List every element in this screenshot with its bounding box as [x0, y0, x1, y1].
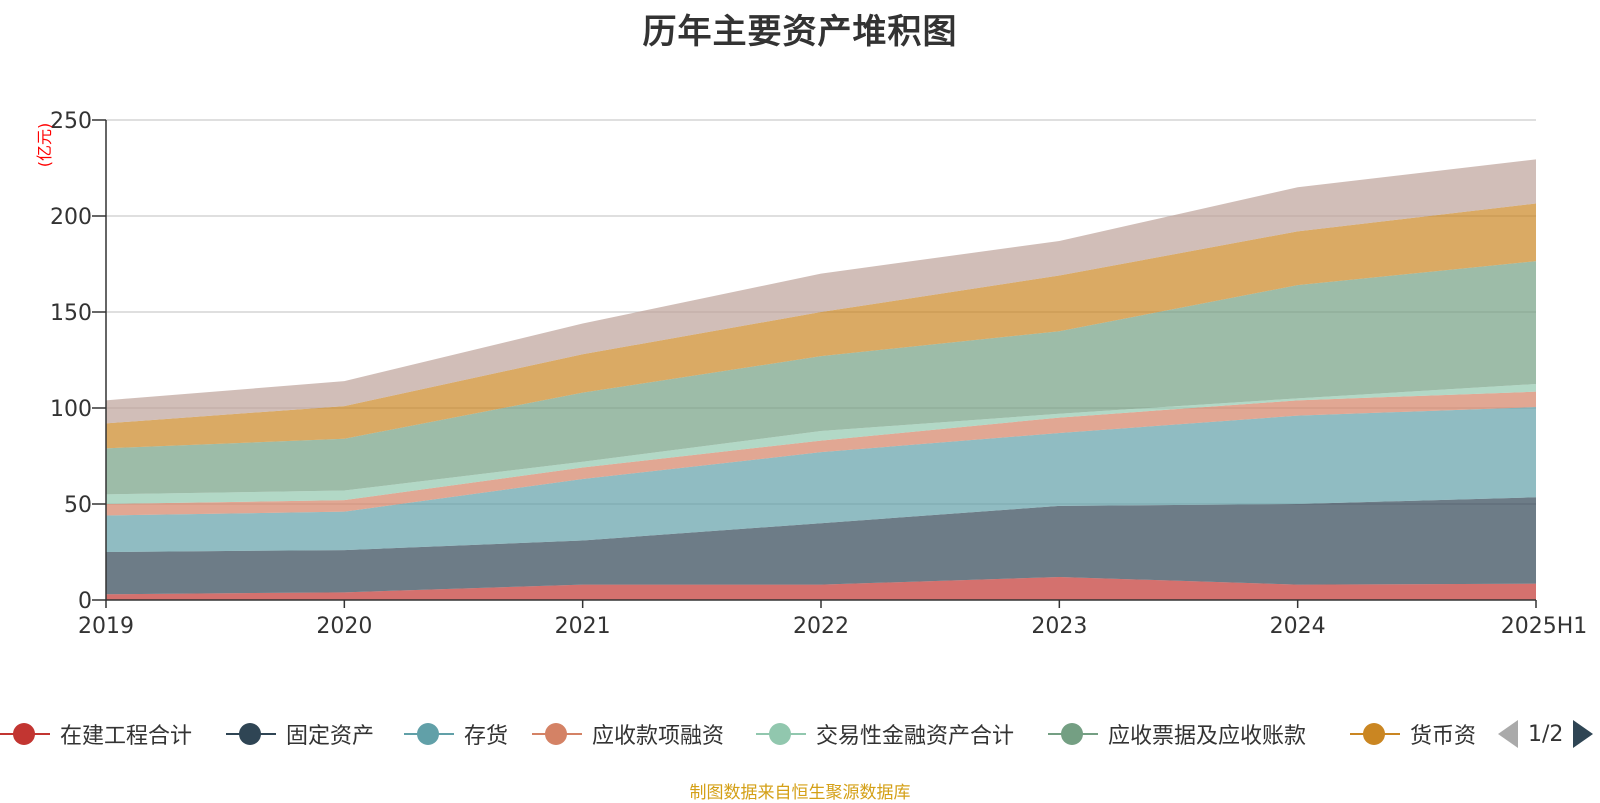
legend-pager: 1/2	[1498, 714, 1594, 754]
legend-label: 在建工程合计	[60, 724, 193, 749]
legend-marker-icon	[404, 714, 454, 754]
legend: 1/2 在建工程合计 固定资产 存货 应收款项融资 交易性金融资产合计 应收票据及应收账款…	[0, 714, 1600, 754]
area-series	[106, 159, 1536, 600]
x-tick-label: 2024	[1270, 614, 1326, 639]
legend-label: 应收票据及应收账款	[1108, 724, 1307, 749]
legend-label: 交易性金融资产合计	[816, 724, 1015, 749]
y-tick-label: 150	[50, 301, 92, 326]
area-在建工程合计[interactable]	[106, 576, 1536, 600]
legend-item[interactable]: 在建工程合计	[0, 714, 192, 754]
legend-marker-icon	[226, 714, 276, 754]
x-tick-label: 2023	[1031, 614, 1087, 639]
y-axis-unit-label: (亿元)	[35, 123, 54, 168]
x-tick-label: 2025H1	[1501, 614, 1588, 639]
area-应收票据及应收账款[interactable]	[106, 261, 1536, 495]
legend-label: 存货	[464, 724, 509, 749]
y-tick-label: 0	[78, 589, 92, 614]
area-交易性金融资产合计[interactable]	[106, 384, 1536, 504]
axes: 0 50 100 150 200 250 2019 2020 2021 2022 2023 2024 2…	[50, 109, 1587, 639]
legend-marker-icon	[532, 714, 582, 754]
area-固定资产[interactable]	[106, 497, 1536, 595]
legend-marker-icon	[1048, 714, 1098, 754]
legend-marker-icon	[756, 714, 806, 754]
area-货币资金[interactable]	[106, 203, 1536, 449]
stacked-area-chart: 0 50 100 150 200 250 2019 2020 2021 2022 2023 2024 2…	[35, 109, 1587, 639]
y-tick-label: 50	[64, 493, 92, 518]
legend-label: 固定资产	[286, 724, 375, 749]
legend-item[interactable]: 应收款项融资	[532, 714, 724, 754]
previous-page-icon[interactable]	[1498, 720, 1518, 748]
legend-label: 应收款项融资	[592, 724, 725, 749]
y-tick-label: 100	[50, 397, 92, 422]
area-应收款项融资[interactable]	[106, 391, 1536, 516]
legend-marker-icon	[0, 714, 50, 754]
x-tick-label: 2021	[555, 614, 611, 639]
y-tick-label: 250	[50, 109, 92, 134]
legend-item[interactable]: 交易性金融资产合计	[756, 714, 1014, 754]
chart-title: 历年主要资产堆积图	[642, 12, 958, 52]
next-page-icon[interactable]	[1573, 720, 1594, 748]
legend-item[interactable]: 货币资	[1350, 714, 1476, 754]
x-tick-label: 2020	[316, 614, 372, 639]
legend-page-info: 1/2	[1528, 721, 1564, 747]
x-tick-label: 2019	[78, 614, 134, 639]
x-tick-label: 2022	[793, 614, 849, 639]
legend-item[interactable]: 存货	[404, 714, 508, 754]
legend-item[interactable]: 固定资产	[226, 714, 374, 754]
area-其他[interactable]	[106, 159, 1536, 424]
legend-label: 货币资	[1410, 724, 1477, 749]
legend-marker-icon	[1350, 714, 1400, 754]
area-存货[interactable]	[106, 407, 1536, 552]
y-tick-label: 200	[50, 205, 92, 230]
source-note: 制图数据来自恒生聚源数据库	[689, 783, 911, 803]
legend-item[interactable]: 应收票据及应收账款	[1048, 714, 1306, 754]
